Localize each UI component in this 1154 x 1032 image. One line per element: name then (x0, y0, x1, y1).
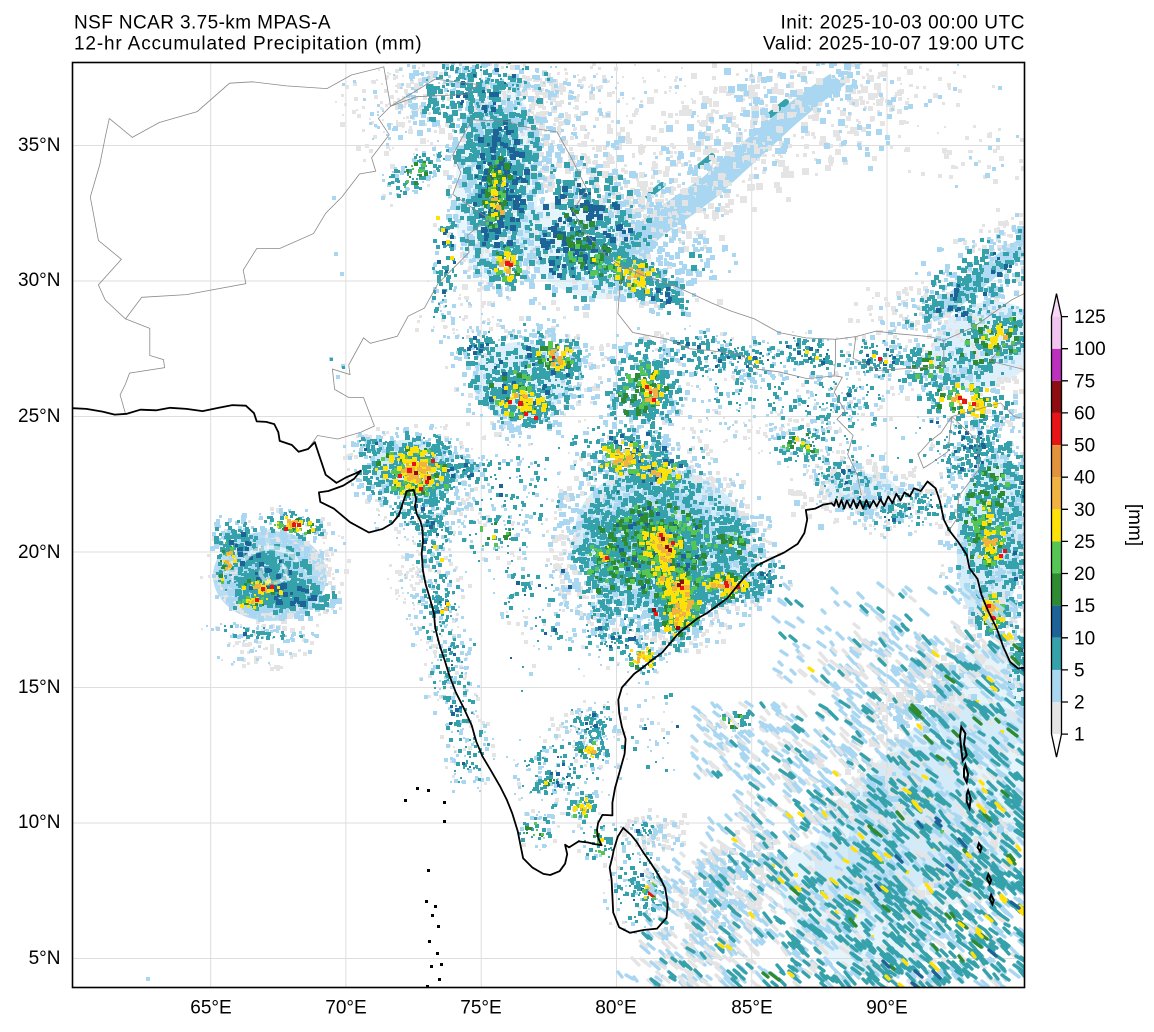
svg-text:75: 75 (1074, 371, 1095, 392)
svg-text:65°E: 65°E (190, 998, 231, 1019)
svg-text:12-hr Accumulated Precipitatio: 12-hr Accumulated Precipitation (mm) (74, 34, 422, 55)
svg-text:5°N: 5°N (29, 948, 61, 969)
svg-text:1: 1 (1074, 725, 1085, 746)
svg-text:30°N: 30°N (18, 270, 60, 291)
svg-text:50: 50 (1074, 436, 1095, 457)
svg-text:70°E: 70°E (325, 998, 366, 1019)
svg-text:75°E: 75°E (460, 998, 501, 1019)
svg-text:20°N: 20°N (18, 542, 60, 563)
svg-text:[mm]: [mm] (1124, 504, 1145, 546)
svg-text:85°E: 85°E (731, 998, 772, 1019)
svg-text:25°N: 25°N (18, 406, 60, 427)
svg-text:10: 10 (1074, 628, 1095, 649)
svg-text:15°N: 15°N (18, 677, 60, 698)
svg-text:Valid: 2025-10-07 19:00 UTC: Valid: 2025-10-07 19:00 UTC (763, 34, 1025, 55)
svg-text:40: 40 (1074, 468, 1095, 489)
svg-text:35°N: 35°N (18, 135, 60, 156)
svg-text:10°N: 10°N (18, 812, 60, 833)
svg-text:20: 20 (1074, 564, 1095, 585)
svg-text:60: 60 (1074, 403, 1095, 424)
svg-text:100: 100 (1074, 339, 1106, 360)
svg-text:90°E: 90°E (866, 998, 907, 1019)
svg-text:25: 25 (1074, 532, 1095, 553)
svg-text:80°E: 80°E (595, 998, 636, 1019)
svg-text:5: 5 (1074, 660, 1085, 681)
svg-text:125: 125 (1074, 307, 1106, 328)
svg-text:Init: 2025-10-03 00:00 UTC: Init: 2025-10-03 00:00 UTC (780, 13, 1025, 34)
svg-text:2: 2 (1074, 693, 1085, 714)
svg-text:NSF NCAR 3.75-km MPAS-A: NSF NCAR 3.75-km MPAS-A (74, 13, 331, 34)
svg-text:15: 15 (1074, 596, 1095, 617)
svg-text:30: 30 (1074, 500, 1095, 521)
